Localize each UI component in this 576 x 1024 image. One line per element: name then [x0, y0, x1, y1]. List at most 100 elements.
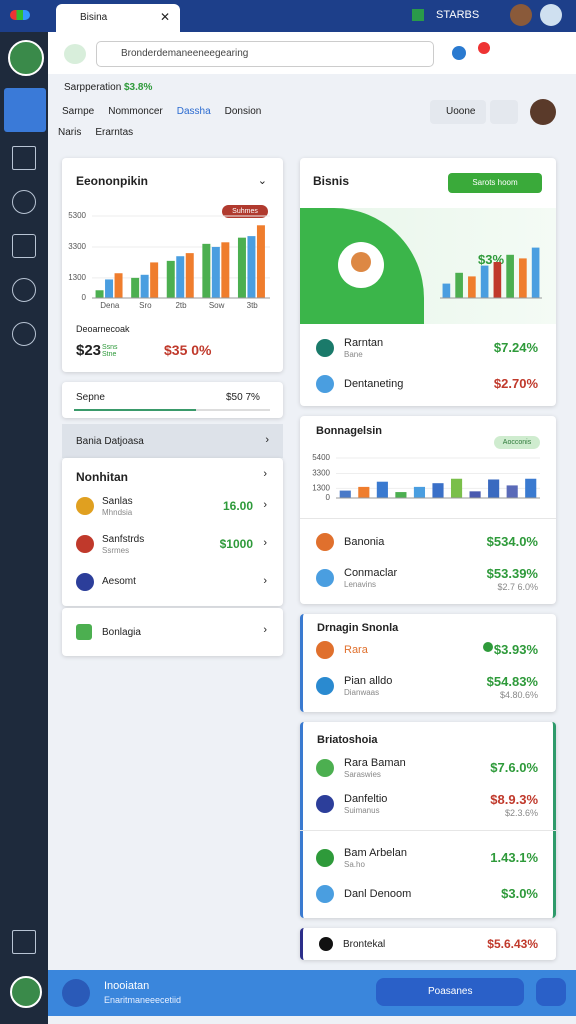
nav-item[interactable]: [12, 190, 36, 214]
pill[interactable]: Aocconis: [494, 436, 540, 449]
primary-button[interactable]: Poasanes: [376, 978, 524, 1006]
item-label: Sanlas: [102, 496, 133, 507]
search-button[interactable]: [490, 100, 518, 124]
chevron[interactable]: ⌄: [257, 175, 267, 187]
bar: [105, 279, 114, 298]
bar: [114, 273, 123, 298]
amount-note: Ssns Stne: [102, 344, 118, 358]
row[interactable]: Danfeltio Suimanus $8.9.3% $2.3.6%: [300, 786, 556, 822]
user-avatar[interactable]: [8, 40, 44, 76]
y-tick-label: 5300: [68, 211, 86, 220]
status-text: STARBS: [436, 9, 480, 21]
window-controls[interactable]: [10, 10, 30, 20]
row[interactable]: Pian alldo Dianwaas $54.83% $4.80.6%: [300, 668, 556, 704]
nav-item[interactable]: [12, 930, 36, 954]
nav-active[interactable]: [4, 88, 46, 132]
section-header[interactable]: Bania Datjoasa ›: [62, 424, 283, 458]
icon: [316, 677, 334, 695]
bar: [176, 256, 185, 298]
change: $35 0%: [164, 342, 212, 358]
chevron: ›: [265, 434, 269, 446]
summary-value: $3.8%: [124, 82, 153, 93]
list-item[interactable]: Sanfstrds Ssrmes $1000 ›: [62, 526, 283, 564]
bar: [506, 254, 514, 298]
campaign-card: Bonnagelsin Aocconis 0 1300 3300 5400 Banon…: [300, 416, 556, 604]
portrait-face: [351, 252, 371, 272]
tab[interactable]: Dassha: [176, 106, 211, 117]
menu-button[interactable]: [536, 978, 566, 1006]
row[interactable]: Banonia $534.0%: [300, 524, 556, 560]
row-label: Danl Denoom: [344, 888, 412, 900]
row[interactable]: Rara $3.93%: [300, 632, 556, 668]
nav-item[interactable]: [12, 146, 36, 170]
tabs: Sarnpe Nommoncer Dassha Donsion: [58, 104, 265, 119]
y-tick-label: 3300: [312, 469, 330, 478]
icon-button[interactable]: [62, 979, 90, 1007]
icon: [316, 885, 334, 903]
search-icon[interactable]: [64, 44, 86, 64]
list-item[interactable]: Sanlas Mhndsia 16.00 ›: [62, 488, 283, 526]
notification[interactable]: [478, 42, 490, 54]
row[interactable]: Dentaneting $2.70%: [300, 366, 556, 402]
avatar[interactable]: [510, 4, 532, 26]
tab[interactable]: Bisina ✕: [56, 4, 180, 32]
footer-title: Inooiatan: [104, 980, 150, 992]
chevron: ›: [263, 624, 267, 636]
bar: [247, 236, 256, 298]
nav-item[interactable]: [12, 322, 36, 346]
icon: [76, 497, 94, 515]
card-title: Bisnis: [313, 174, 350, 188]
tab-title: Bisina: [80, 12, 108, 23]
search-field[interactable]: Bronderdemaneeneegearing: [96, 41, 434, 67]
status-icon: [412, 9, 424, 21]
tab-close[interactable]: ✕: [159, 10, 170, 24]
bar: [468, 276, 476, 298]
user-avatar[interactable]: [10, 976, 42, 1008]
row[interactable]: Rara Baman Saraswies $7.6.0%: [300, 750, 556, 786]
subtab[interactable]: Naris: [58, 127, 82, 138]
icon: [76, 573, 94, 591]
nav-item[interactable]: [12, 234, 36, 258]
tab[interactable]: Nommoncer: [108, 106, 163, 117]
economy-card: Eeononpikin ⌄ Suhmes 0 1300 3300 5300 Dena Sr…: [62, 158, 283, 372]
subtabs: Naris Erarntas: [58, 127, 133, 138]
list-card[interactable]: Bonlagia ›: [62, 608, 283, 656]
bar: [413, 486, 426, 498]
row[interactable]: Conmaclar Lenavins $53.39% $2.7 6.0%: [300, 560, 556, 596]
progress-value: $50 7%: [226, 392, 260, 403]
item-value: $1000: [219, 537, 253, 551]
icon: [316, 375, 334, 393]
tab[interactable]: Sarnpe: [62, 106, 95, 117]
row-value: $3.93%: [493, 642, 538, 657]
item-label: Sanfstrds: [102, 534, 145, 545]
avatar[interactable]: [540, 4, 562, 26]
filter-button[interactable]: Uoone: [430, 100, 486, 124]
bar: [480, 265, 489, 298]
row[interactable]: Rarntan Bane $7.24%: [300, 330, 556, 366]
list-item[interactable]: Aesomt ›: [62, 564, 283, 602]
chevron: ›: [263, 468, 267, 480]
y-tick-label: 3300: [68, 242, 86, 251]
action-button[interactable]: Sarots hoom: [448, 173, 542, 193]
icon-button[interactable]: [452, 46, 466, 60]
subtab[interactable]: Erarntas: [95, 127, 134, 138]
nav-item[interactable]: [12, 278, 36, 302]
row[interactable]: Bam Arbelan Sa.ho 1.43.1%: [300, 840, 556, 876]
tab[interactable]: Donsion: [224, 106, 262, 117]
avatar[interactable]: [530, 99, 556, 125]
row-sub: Suimanus: [344, 806, 380, 815]
bar: [525, 478, 537, 498]
row[interactable]: Danl Denoom $3.0%: [300, 876, 556, 912]
bar: [150, 262, 159, 298]
icon: [76, 624, 92, 640]
icon: [316, 641, 334, 659]
row-value: $534.0%: [486, 534, 538, 549]
row-value-sub: $2.7 6.0%: [497, 582, 538, 592]
bar: [358, 486, 370, 498]
pill[interactable]: Suhmes: [222, 205, 268, 218]
card-title: Drnagin Snonla: [317, 622, 399, 634]
row-value: $7.6.0%: [490, 760, 538, 775]
bar: [221, 242, 230, 298]
portrait: [338, 242, 384, 288]
row-value: 1.43.1%: [490, 850, 538, 865]
